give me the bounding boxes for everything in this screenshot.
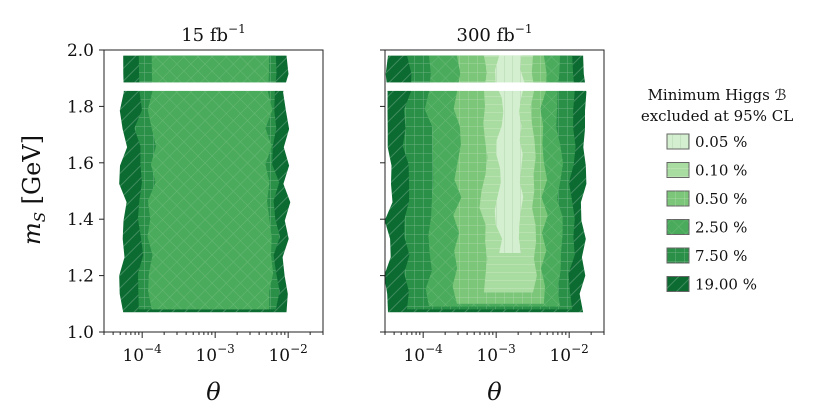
legend: Minimum Higgs ℬ excluded at 95% CL 0.05 % 0… [641,86,793,294]
panel-title: 15 fb−1 [181,22,246,46]
contour-hatch-005 [494,55,525,253]
x-tick-label: 10−4 [403,342,443,366]
svg-text:mS [GeV]: mS [GeV] [18,135,49,245]
y-tick-label: 1.6 [67,154,94,174]
y-tick-label: 1.4 [67,210,94,230]
contour-hatch-250 [147,55,274,310]
legend-label: 2.50 % [695,219,747,237]
x-tick-label: 10−4 [122,342,162,366]
legend-swatch-hatch [667,219,689,235]
y-tick-label: 1.8 [67,97,94,117]
y-tick-label: 2.0 [67,41,94,61]
legend-title-line2: excluded at 95% CL [641,107,793,125]
panel-15fb: 15 fb−1 10−4 10−3 10−2 θ 1.0 1.2 1.4 1.6 1.8 2.0 [67,22,324,406]
plot-frame [384,49,605,333]
x-tick-label: 10−2 [268,342,307,366]
legend-title-line1: Minimum Higgs ℬ [648,86,787,104]
y-tick-label: 1.0 [67,323,94,343]
legend-label: 19.00 % [695,276,757,294]
mass-gap-band [386,82,603,91]
legend-label: 0.50 % [695,190,747,208]
panel-title: 300 fb−1 [457,22,533,46]
x-tick-label: 10−3 [476,342,515,366]
mass-gap-band [105,82,322,91]
legend-swatch-hatch [667,248,689,263]
legend-swatch-hatch [667,276,689,292]
panel-300fb: 300 fb−1 10−4 10−3 10−2 θ [380,22,605,406]
legend-swatch-hatch [667,162,689,178]
legend-label: 7.50 % [695,247,747,265]
legend-label: 0.05 % [695,133,747,151]
x-tick-label: 10−3 [195,342,234,366]
x-axis-title: θ [487,378,502,406]
legend-label: 0.10 % [695,162,747,180]
plot-frame [103,49,324,333]
x-tick-label: 10−2 [549,342,588,366]
legend-swatch-hatch [667,134,689,149]
legend-swatch-hatch [667,191,689,206]
y-axis-title: mS [GeV] [18,135,49,245]
y-tick-label: 1.2 [67,267,94,287]
x-axis-title: θ [206,378,221,406]
